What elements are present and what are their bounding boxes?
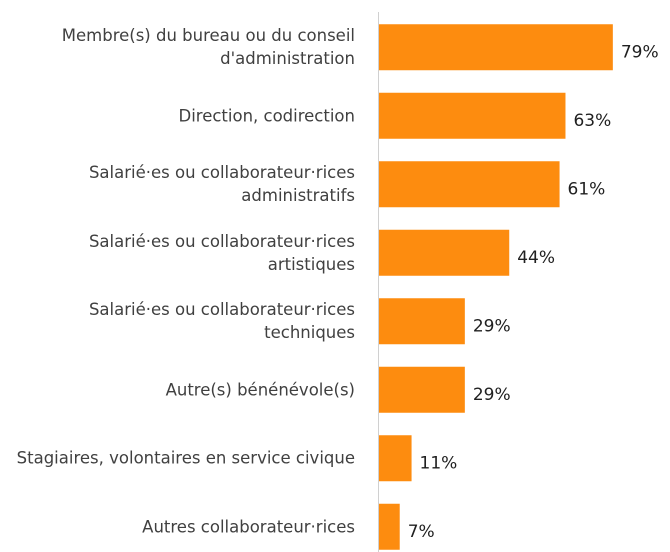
category-label: Stagiaires, volontaires en service civiq…	[16, 448, 355, 468]
value-label: 44%	[517, 248, 555, 268]
value-label: 29%	[473, 316, 511, 336]
category-label: Direction, codirection	[178, 106, 355, 126]
value-label: 79%	[621, 42, 659, 62]
bar	[379, 229, 510, 276]
bar	[379, 24, 613, 71]
category-label: Autre(s) bénénévole(s)	[165, 380, 355, 400]
category-label: Salarié·es ou collaborateur·rices techni…	[88, 300, 355, 343]
value-label: 61%	[568, 179, 606, 199]
bar	[379, 503, 400, 550]
category-label: Salarié·es ou collaborateur·rices admini…	[88, 163, 355, 206]
bar	[379, 161, 560, 208]
value-label: 11%	[420, 453, 458, 473]
value-label: 29%	[473, 385, 511, 405]
value-label: 7%	[408, 522, 435, 542]
bar	[379, 298, 465, 345]
category-label: Autres collaborateur·rices	[142, 517, 355, 537]
bar	[379, 435, 412, 482]
bar	[379, 366, 465, 413]
bar	[379, 92, 566, 139]
category-label: Salarié·es ou collaborateur·rices artist…	[88, 231, 355, 274]
value-label: 63%	[573, 111, 611, 131]
category-label: Membre(s) du bureau ou du conseil d'admi…	[61, 26, 355, 69]
